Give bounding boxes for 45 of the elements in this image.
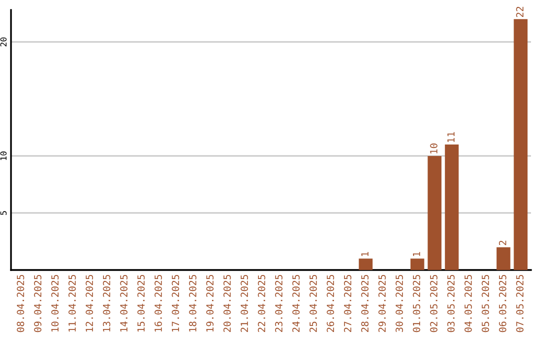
y-tick-label: 10	[0, 151, 7, 160]
x-tick-label: 03.05.2025	[447, 274, 455, 332]
x-tick-label: 28.04.2025	[361, 274, 369, 332]
x-tick-label: 24.04.2025	[292, 274, 300, 332]
data-label: 10	[430, 144, 438, 154]
data-label: 2	[498, 240, 506, 246]
x-tick-label: 08.04.2025	[16, 274, 24, 332]
x-tick-label: 11.04.2025	[68, 274, 76, 332]
x-tick-label: 15.04.2025	[137, 274, 145, 332]
x-tick-label: 04.05.2025	[464, 274, 472, 332]
data-label: 22	[516, 6, 524, 18]
x-tick-label: 16.04.2025	[154, 274, 162, 332]
x-tick-label: 30.04.2025	[396, 274, 403, 332]
y-tick-label: 5	[0, 211, 7, 215]
x-tick-label: 09.04.2025	[34, 274, 42, 332]
bar	[410, 258, 424, 270]
bar	[358, 258, 373, 270]
x-tick-label: 19.04.2025	[206, 274, 214, 332]
x-tick-label: 26.04.2025	[326, 274, 334, 332]
bar	[496, 247, 510, 270]
y-tick-label: 20	[0, 37, 7, 46]
bar	[428, 156, 442, 270]
data-label: 1	[361, 252, 368, 256]
x-tick-label: 20.04.2025	[223, 274, 231, 332]
x-tick-label: 07.05.2025	[516, 274, 524, 332]
x-tick-label: 21.04.2025	[240, 274, 248, 332]
x-tick-label: 13.04.2025	[102, 274, 110, 332]
x-tick-label: 02.05.2025	[430, 274, 438, 332]
x-tick-label: 17.04.2025	[172, 274, 180, 332]
bar	[514, 19, 528, 270]
x-tick-label: 12.04.2025	[86, 274, 94, 332]
x-tick-label: 10.04.2025	[51, 274, 59, 332]
x-tick-label: 18.04.2025	[189, 274, 196, 332]
x-tick-label: 01.05.2025	[412, 274, 420, 332]
x-tick-label: 22.04.2025	[258, 274, 266, 332]
x-tick-label: 29.04.2025	[378, 274, 386, 332]
x-tick-label: 23.04.2025	[275, 274, 282, 332]
x-tick-label: 06.05.2025	[498, 274, 506, 332]
x-tick-label: 25.04.2025	[310, 274, 317, 332]
data-label: 11	[447, 132, 455, 142]
x-tick-label: 05.05.2025	[482, 274, 490, 332]
data-label: 1	[412, 252, 420, 256]
x-tick-label: 14.04.2025	[120, 274, 128, 332]
bar	[444, 144, 459, 270]
x-tick-label: 27.04.2025	[344, 274, 352, 332]
